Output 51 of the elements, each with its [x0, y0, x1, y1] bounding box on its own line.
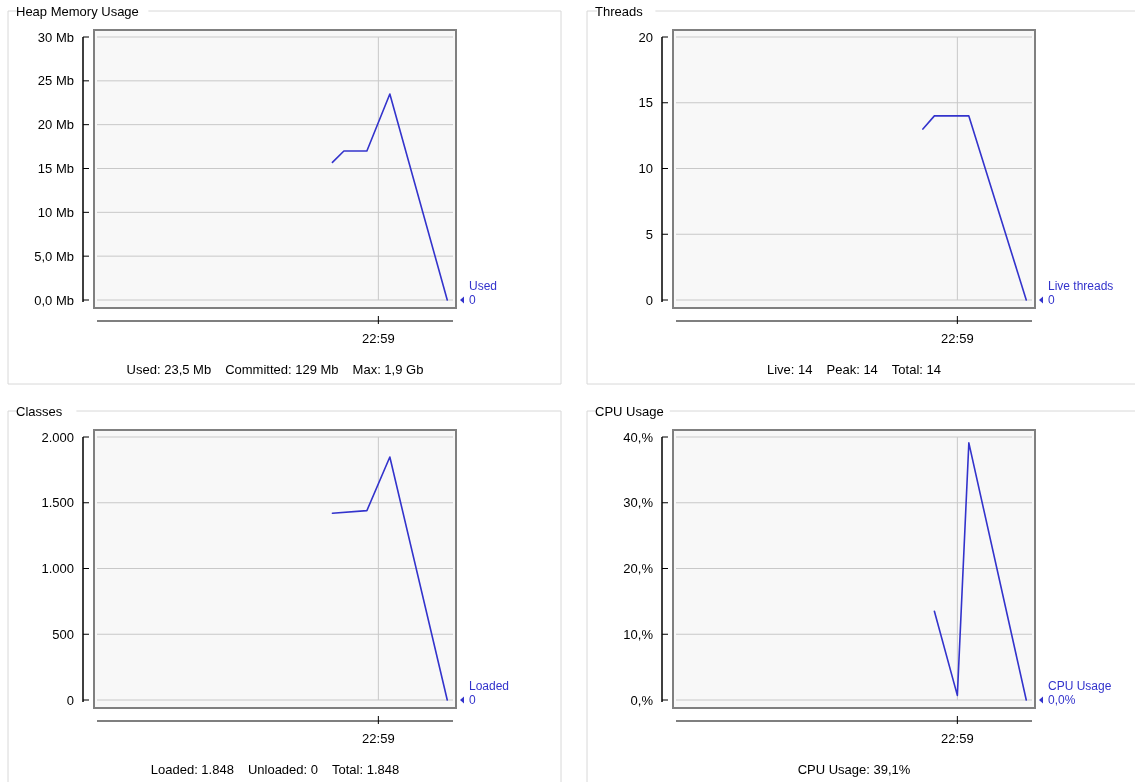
y-tick-label: 0,0 Mb	[34, 292, 74, 308]
y-tick-label: 2.000	[41, 429, 74, 445]
data-label: 0,0%	[1048, 693, 1076, 707]
y-tick-label: 20	[638, 29, 653, 45]
y-tick-label: 10 Mb	[37, 204, 74, 220]
text: Used: 23,5 Mb	[126, 362, 212, 377]
data-label: 0	[469, 693, 476, 707]
text: CPU Usage: 39,1%	[797, 762, 911, 777]
series-label: Loaded	[469, 679, 510, 693]
series-label: CPU Usage	[1048, 679, 1112, 693]
series-label: Live threads	[1048, 279, 1114, 293]
y-tick-label: 10	[638, 161, 653, 177]
text: Total: 1.848	[332, 762, 400, 777]
chart-title: Classes	[16, 404, 63, 419]
data-label: 0	[469, 293, 476, 307]
text: Live: 14	[766, 362, 813, 377]
y-tick-label: 20 Mb	[37, 117, 74, 133]
y-tick-label: 30 Mb	[37, 29, 74, 45]
chart-title: Threads	[595, 4, 644, 19]
text: Committed: 129 Mb	[225, 362, 339, 377]
line-series	[331, 456, 449, 701]
y-tick-label: 5	[645, 226, 653, 242]
text: Max: 1,9 Gb	[352, 362, 424, 377]
x-tick-label: 22:59	[941, 331, 974, 346]
text: Peak: 14	[826, 362, 878, 377]
text: Unloaded: 0	[247, 762, 319, 777]
y-tick-label: 1.500	[41, 495, 74, 511]
y-tick-label: 15	[638, 95, 653, 111]
chart-title: Heap Memory Usage	[16, 4, 139, 19]
y-tick-label: 30,%	[623, 495, 654, 511]
y-tick-label: 1.000	[41, 561, 74, 577]
y-tick-label: 5,0 Mb	[34, 248, 74, 264]
y-tick-label: 500	[52, 626, 74, 642]
y-tick-label: 0,%	[630, 692, 654, 708]
data-label: 0	[1048, 293, 1055, 307]
line-series	[933, 442, 1028, 701]
chart-title: CPU Usage	[595, 404, 664, 419]
y-tick-label: 25 Mb	[37, 73, 74, 89]
y-tick-label: 0	[645, 292, 653, 308]
y-tick-label: 10,%	[623, 626, 654, 642]
y-tick-label: 15 Mb	[37, 161, 74, 177]
x-tick-label: 22:59	[941, 731, 974, 746]
x-tick-label: 22:59	[362, 731, 395, 746]
y-tick-label: 20,%	[623, 561, 654, 577]
text: Loaded: 1.848	[150, 762, 234, 777]
text: Total: 14	[891, 362, 942, 377]
line-series	[331, 93, 449, 301]
y-tick-label: 0	[66, 692, 74, 708]
series-label: Used	[469, 279, 498, 293]
x-tick-label: 22:59	[362, 331, 395, 346]
y-tick-label: 40,%	[623, 429, 654, 445]
